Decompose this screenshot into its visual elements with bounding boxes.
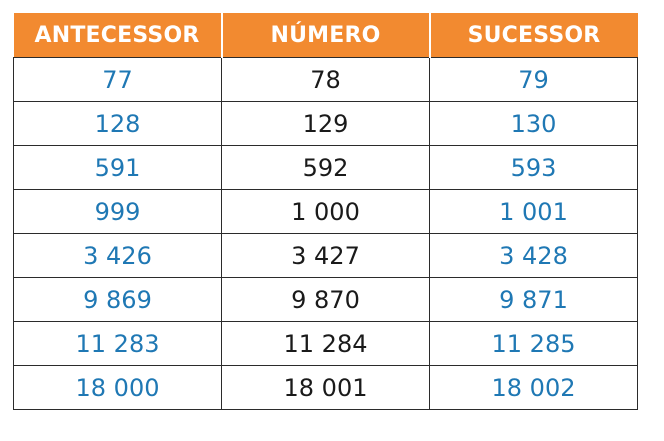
table-row: 77 78 79 xyxy=(13,57,638,102)
cell-sucessor: 1 001 xyxy=(429,189,638,234)
table-row: 591 592 593 xyxy=(13,145,638,190)
table-row: 11 283 11 284 11 285 xyxy=(13,321,638,366)
cell-antecessor: 11 283 xyxy=(13,321,222,366)
cell-antecessor: 999 xyxy=(13,189,222,234)
table-body: 77 78 79 128 129 130 591 592 593 999 1 0… xyxy=(13,57,638,410)
header-antecessor: ANTECESSOR xyxy=(13,13,223,58)
table-row: 999 1 000 1 001 xyxy=(13,189,638,234)
cell-antecessor: 591 xyxy=(13,145,222,190)
header-row: ANTECESSOR NÚMERO SUCESSOR xyxy=(13,13,638,58)
table-row: 9 869 9 870 9 871 xyxy=(13,277,638,322)
number-table-container: ANTECESSOR NÚMERO SUCESSOR 77 78 79 128 … xyxy=(13,13,638,410)
cell-sucessor: 593 xyxy=(429,145,638,190)
table-row: 3 426 3 427 3 428 xyxy=(13,233,638,278)
cell-sucessor: 9 871 xyxy=(429,277,638,322)
header-numero: NÚMERO xyxy=(220,13,431,58)
cell-numero: 592 xyxy=(221,145,430,190)
table-row: 18 000 18 001 18 002 xyxy=(13,365,638,410)
cell-antecessor: 18 000 xyxy=(13,365,222,410)
cell-antecessor: 128 xyxy=(13,101,222,146)
cell-numero: 9 870 xyxy=(221,277,430,322)
cell-numero: 1 000 xyxy=(221,189,430,234)
cell-numero: 129 xyxy=(221,101,430,146)
cell-numero: 3 427 xyxy=(221,233,430,278)
cell-sucessor: 18 002 xyxy=(429,365,638,410)
antecessor-sucessor-table: ANTECESSOR NÚMERO SUCESSOR 77 78 79 128 … xyxy=(13,13,638,410)
cell-numero: 78 xyxy=(221,57,430,102)
cell-sucessor: 3 428 xyxy=(429,233,638,278)
cell-numero: 11 284 xyxy=(221,321,430,366)
header-sucessor: SUCESSOR xyxy=(428,13,638,58)
table-row: 128 129 130 xyxy=(13,101,638,146)
cell-antecessor: 77 xyxy=(13,57,222,102)
cell-sucessor: 79 xyxy=(429,57,638,102)
cell-sucessor: 130 xyxy=(429,101,638,146)
table-header: ANTECESSOR NÚMERO SUCESSOR xyxy=(13,13,638,58)
cell-antecessor: 9 869 xyxy=(13,277,222,322)
cell-sucessor: 11 285 xyxy=(429,321,638,366)
cell-numero: 18 001 xyxy=(221,365,430,410)
cell-antecessor: 3 426 xyxy=(13,233,222,278)
